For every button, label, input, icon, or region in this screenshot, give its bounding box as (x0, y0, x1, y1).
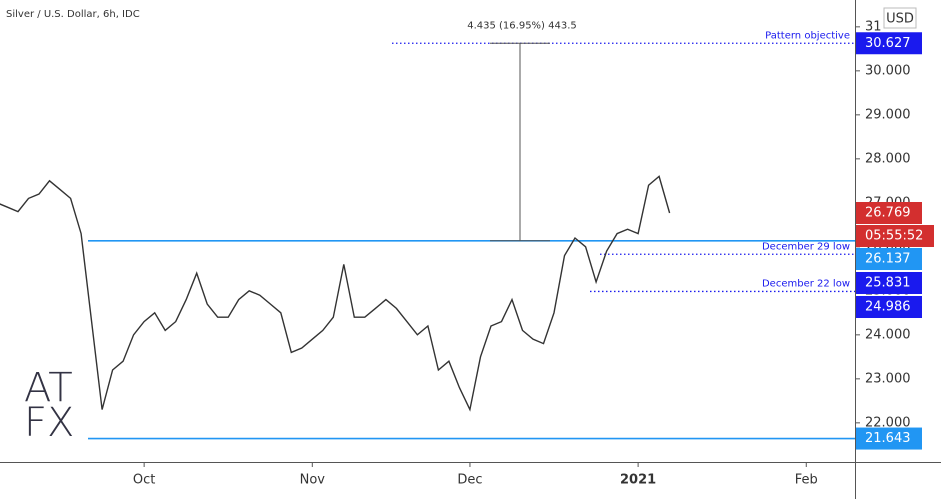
price-box (856, 296, 922, 319)
level-text: Pattern objective (765, 30, 850, 41)
price-box-label: 21.643 (865, 431, 911, 446)
x-tick-label: Feb (795, 473, 818, 488)
logo: FX (24, 400, 74, 446)
x-tick-label: Oct (133, 473, 155, 488)
y-tick-label: 28.000 (865, 151, 911, 166)
price-box (856, 248, 922, 271)
price-box (856, 32, 922, 55)
price-line (0, 175, 671, 412)
timer-box (856, 225, 934, 248)
y-tick-label: 30.000 (865, 63, 911, 78)
y-tick-label: 24.000 (865, 327, 911, 342)
measure-text: 4.435 (16.95%) 443.5 (467, 20, 577, 31)
chart-title: Silver / U.S. Dollar, 6h, IDC (6, 9, 140, 20)
level-text: December 29 low (762, 241, 850, 252)
y-tick-label: 23.000 (865, 371, 911, 386)
x-tick-label: Dec (457, 473, 482, 488)
logo: AT (24, 365, 73, 411)
price-box (856, 427, 922, 450)
price-box-label: 30.627 (865, 36, 911, 51)
x-tick-label: 2021 (620, 473, 656, 488)
currency-box (883, 7, 917, 29)
price-box-label: 26.769 (865, 206, 911, 221)
price-box (856, 202, 922, 225)
currency: USD (886, 12, 914, 27)
x-tick-label: Nov (300, 473, 326, 488)
price-box-label: 24.986 (865, 300, 911, 315)
price-box (856, 272, 922, 295)
price-box-label: 25.831 (865, 276, 911, 291)
level-text: December 22 low (762, 278, 850, 289)
y-tick-label: 31 (865, 19, 882, 34)
y-tick-label: 22.000 (865, 415, 911, 430)
timer-label: 05:55:52 (865, 229, 923, 244)
y-tick-label: 29.000 (865, 107, 911, 122)
price-box-label: 26.137 (865, 252, 911, 267)
